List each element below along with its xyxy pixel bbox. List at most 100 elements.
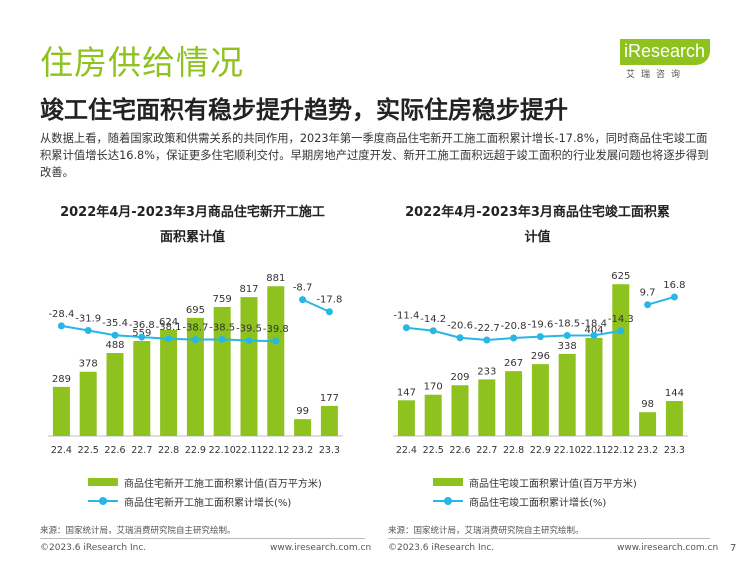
copyright-right: ©2023.6 iResearch Inc. bbox=[388, 543, 495, 553]
chart-legend: 商品住宅新开工施工面积累计值(百万平方米) 商品住宅新开工施工面积累计增长(%) bbox=[88, 474, 322, 512]
bar-value-label: 404 bbox=[584, 325, 603, 336]
line-value-label: 9.7 bbox=[640, 288, 656, 299]
bar-value-label: 144 bbox=[665, 388, 684, 399]
line-point bbox=[299, 296, 307, 304]
line-value-label: -39.8 bbox=[263, 324, 289, 335]
bar bbox=[52, 386, 70, 436]
legend-bar-swatch bbox=[433, 478, 463, 486]
bar-value-label: 296 bbox=[531, 351, 550, 362]
x-tick-label: 22.11 bbox=[580, 445, 607, 456]
legend-line-swatch bbox=[88, 497, 118, 505]
line-value-label: -20.8 bbox=[501, 321, 527, 332]
chart-title: 2022年4月-2023年3月商品住宅竣工面积累计值 bbox=[405, 205, 670, 245]
chart-plot: 289 378 488 559 624 695 759 817 881 99 177 22.4 22.5… bbox=[48, 273, 343, 456]
x-tick-label: 22.6 bbox=[104, 445, 125, 456]
chart-plot: 147 170 209 233 267 296 338 404 625 98 144 22.4 22.5… bbox=[393, 271, 688, 456]
line-value-label: -8.7 bbox=[293, 283, 313, 294]
bar-value-label: 695 bbox=[186, 305, 205, 316]
line-point bbox=[510, 334, 518, 342]
legend-line-swatch bbox=[433, 497, 463, 505]
line-point bbox=[218, 335, 226, 343]
bar-value-label: 817 bbox=[239, 284, 258, 295]
x-tick-label: 23.3 bbox=[319, 445, 340, 456]
bar bbox=[240, 297, 258, 436]
x-tick-label: 22.4 bbox=[51, 445, 72, 456]
line-point bbox=[617, 327, 625, 335]
bar bbox=[79, 371, 97, 436]
bar-value-label: 338 bbox=[558, 341, 577, 352]
legend-label: 商品住宅新开工施工面积累计增长(%) bbox=[124, 497, 292, 509]
x-tick-label: 22.6 bbox=[449, 445, 470, 456]
bar-value-label: 881 bbox=[266, 273, 285, 284]
x-tick-label: 22.12 bbox=[262, 445, 289, 456]
x-tick-label: 22.7 bbox=[131, 445, 152, 456]
legend-item-line: 商品住宅新开工施工面积累计增长(%) bbox=[88, 493, 322, 509]
line-point bbox=[429, 327, 437, 335]
line-value-label: -31.9 bbox=[75, 314, 101, 325]
x-tick-label: 22.8 bbox=[158, 445, 179, 456]
bar-value-label: 378 bbox=[79, 359, 98, 370]
growth-line-2023 bbox=[647, 295, 675, 306]
source-note-left: 来源：国家统计局，艾瑞消费研究院自主研究绘制。 bbox=[40, 526, 236, 536]
bar-value-label: 289 bbox=[52, 374, 71, 385]
page-subtitle: 竣工住宅面积有稳步提升趋势，实际住房稳步提升 bbox=[40, 96, 568, 124]
line-point bbox=[483, 336, 491, 344]
line-value-label: -14.3 bbox=[608, 314, 634, 325]
line-value-label: -17.8 bbox=[316, 295, 342, 306]
line-value-label: -20.6 bbox=[447, 321, 473, 332]
line-value-label: -28.4 bbox=[48, 309, 74, 320]
x-tick-label: 23.2 bbox=[637, 445, 658, 456]
bar bbox=[478, 379, 496, 436]
source-note-right: 来源：国家统计局，艾瑞消费研究院自主研究绘制。 bbox=[388, 526, 584, 536]
legend-label: 商品住宅竣工面积累计增长(%) bbox=[469, 497, 607, 509]
bar bbox=[612, 284, 630, 436]
bar bbox=[639, 412, 657, 436]
bar-value-label: 177 bbox=[320, 393, 339, 404]
bar-value-label: 147 bbox=[397, 387, 416, 398]
bar-value-label: 624 bbox=[159, 317, 178, 328]
bar bbox=[106, 353, 124, 436]
bar-value-label: 209 bbox=[450, 372, 469, 383]
footer-divider-left bbox=[40, 538, 365, 539]
line-value-label: -11.4 bbox=[393, 311, 419, 322]
bar-value-label: 99 bbox=[296, 406, 309, 417]
legend-item-bar: 商品住宅新开工施工面积累计值(百万平方米) bbox=[88, 474, 322, 490]
x-tick-label: 22.9 bbox=[530, 445, 551, 456]
bar-value-label: 759 bbox=[213, 294, 232, 305]
x-tick-label: 22.5 bbox=[78, 445, 99, 456]
bar bbox=[160, 329, 178, 436]
bar-value-label: 488 bbox=[105, 340, 124, 351]
x-tick-label: 22.10 bbox=[554, 445, 581, 456]
line-point bbox=[563, 331, 571, 339]
website-link-left[interactable]: www.iresearch.com.cn bbox=[270, 543, 372, 553]
legend-label: 商品住宅新开工施工面积累计值(百万平方米) bbox=[124, 478, 322, 490]
bar-value-label: 267 bbox=[504, 358, 523, 369]
line-point bbox=[245, 337, 253, 345]
website-link-right[interactable]: www.iresearch.com.cn bbox=[617, 543, 719, 553]
line-value-label: -22.7 bbox=[474, 323, 500, 334]
legend-bar-swatch bbox=[88, 478, 118, 486]
logo-chinese-text: 艾瑞咨询 bbox=[626, 70, 687, 80]
bar-value-label: 625 bbox=[611, 271, 630, 282]
line-point bbox=[644, 301, 652, 309]
x-tick-label: 22.9 bbox=[185, 445, 206, 456]
intro-paragraph: 从数据上看，随着国家政策和供需关系的共同作用，2023年第一季度商品住宅新开工施… bbox=[40, 132, 709, 179]
x-tick-label: 22.12 bbox=[607, 445, 634, 456]
bar-value-label: 559 bbox=[132, 328, 151, 339]
bar bbox=[585, 337, 603, 436]
bar-value-label: 170 bbox=[424, 382, 443, 393]
growth-line-2023 bbox=[302, 298, 330, 313]
iresearch-logo: iResearch 艾瑞咨询 bbox=[620, 39, 710, 80]
line-point bbox=[325, 308, 333, 316]
x-tick-label: 23.3 bbox=[664, 445, 685, 456]
legend-label: 商品住宅竣工面积累计值(百万平方米) bbox=[469, 478, 637, 490]
line-point bbox=[191, 336, 199, 344]
line-value-label: -18.5 bbox=[554, 318, 580, 329]
line-value-label: -38.1 bbox=[156, 322, 182, 333]
chart-legend: 商品住宅竣工面积累计值(百万平方米) 商品住宅竣工面积累计增长(%) bbox=[433, 474, 637, 512]
bar bbox=[133, 340, 151, 436]
bar bbox=[424, 394, 442, 436]
line-point bbox=[57, 322, 65, 330]
bar-value-label: 98 bbox=[641, 399, 654, 410]
line-point bbox=[590, 331, 598, 339]
